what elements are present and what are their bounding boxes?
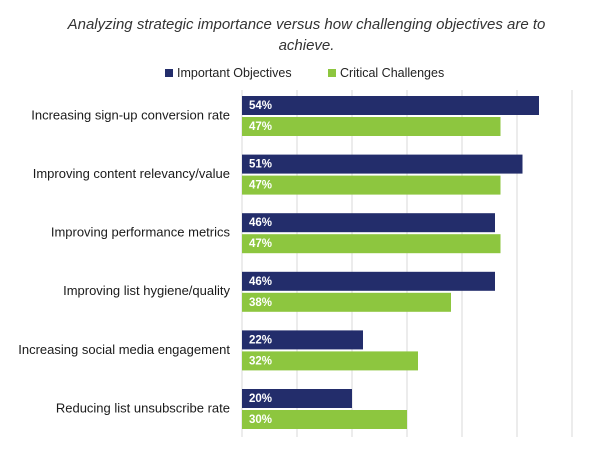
legend-item-critical-challenges: Critical Challenges xyxy=(328,66,444,80)
data-label: 46% xyxy=(249,276,272,288)
bar-important-objectives xyxy=(242,330,363,350)
bar-important-objectives xyxy=(242,271,495,291)
legend-label-important-objectives: Important Objectives xyxy=(177,66,292,80)
category-label: Improving performance metrics xyxy=(51,225,231,240)
data-label: 32% xyxy=(249,355,272,367)
chart-legend: Important Objectives Critical Challenges xyxy=(0,66,593,84)
bar-critical-challenges xyxy=(242,292,451,312)
data-label: 47% xyxy=(249,238,272,250)
bar-important-objectives xyxy=(242,96,539,115)
bar-important-objectives xyxy=(242,389,352,408)
data-label: 30% xyxy=(249,414,272,426)
category-label: Increasing social media engagement xyxy=(18,342,230,357)
category-label: Improving content relevancy/value xyxy=(33,166,230,181)
data-label: 51% xyxy=(249,159,272,171)
chart-title: Analyzing strategic importance versus ho… xyxy=(67,16,546,54)
data-label: 22% xyxy=(249,334,272,346)
bar-critical-challenges xyxy=(242,234,501,254)
category-label: Increasing sign-up conversion rate xyxy=(31,107,230,122)
legend-swatch-critical-challenges xyxy=(328,69,336,77)
category-label: Reducing list unsubscribe rate xyxy=(56,400,230,415)
legend-item-important-objectives: Important Objectives xyxy=(165,66,292,80)
bar-critical-challenges xyxy=(242,351,418,371)
data-label: 47% xyxy=(249,180,272,192)
data-label: 47% xyxy=(249,121,272,133)
bar-important-objectives xyxy=(242,154,523,174)
bar-critical-challenges xyxy=(242,117,501,136)
data-label: 46% xyxy=(249,217,272,229)
bar-critical-challenges xyxy=(242,175,501,195)
legend-label-critical-challenges: Critical Challenges xyxy=(340,66,445,80)
bar-important-objectives xyxy=(242,213,495,233)
data-label: 38% xyxy=(249,297,272,309)
data-label: 54% xyxy=(249,100,272,112)
bar-critical-challenges xyxy=(242,410,407,429)
legend-swatch-important-objectives xyxy=(165,69,173,77)
category-label: Improving list hygiene/quality xyxy=(63,283,230,298)
data-label: 20% xyxy=(249,393,272,405)
